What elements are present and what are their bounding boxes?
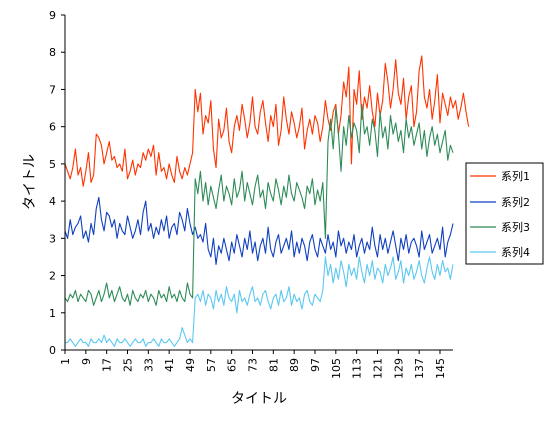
legend-label-2: 系列2 [501,195,530,209]
x-tick-label: 97 [309,358,322,372]
x-tick-label: 129 [392,358,405,379]
x-tick-label: 81 [267,358,280,372]
series-line-4 [65,256,454,347]
legend-label-4: 系列4 [501,245,530,259]
x-axis-label: タイトル [231,391,287,407]
legend: 系列1 系列2 系列3 系列4 [465,162,544,265]
y-tick-label: 9 [49,9,56,22]
x-tick-label: 121 [371,358,384,379]
legend-box [465,162,544,265]
x-tick-label: 41 [163,358,176,372]
y-tick-label: 5 [49,158,56,171]
legend-label-3: 系列3 [501,220,530,234]
series-lines [64,55,470,347]
y-tick-label: 3 [49,232,56,245]
x-tick-label: 105 [330,358,343,379]
x-tick-label: 33 [142,358,155,372]
x-tick-label: 137 [413,358,426,379]
y-tick-label: 4 [49,195,56,208]
x-tick-label: 1 [59,358,72,365]
series-line-2 [64,196,454,265]
y-tick-label: 7 [49,83,56,96]
x-tick-label: 113 [351,358,364,379]
legend-label-1: 系列1 [501,169,530,183]
x-tick-label: 9 [80,358,93,365]
x-tick-label: 89 [288,358,301,372]
y-axis-ticks: 0 1 2 3 4 5 6 7 8 9 [49,9,65,357]
x-tick-label: 145 [434,358,447,379]
series-line-3 [64,103,454,306]
x-tick-label: 17 [101,358,114,372]
x-tick-label: 73 [246,358,259,372]
x-tick-label: 57 [205,358,218,372]
x-tick-label: 49 [184,358,197,372]
y-tick-label: 1 [49,307,56,320]
y-tick-label: 6 [49,121,56,134]
y-axis-label: タイトル [22,154,38,210]
y-tick-label: 0 [49,344,56,357]
x-tick-label: 65 [226,358,239,372]
x-tick-label: 25 [121,358,134,372]
y-tick-label: 2 [49,270,56,283]
series-line-1 [64,55,470,187]
x-axis-ticks: 1 9 17 25 33 41 49 57 65 73 81 89 97 105 113 121 129 137 1… [59,350,447,379]
y-tick-label: 8 [49,46,56,59]
